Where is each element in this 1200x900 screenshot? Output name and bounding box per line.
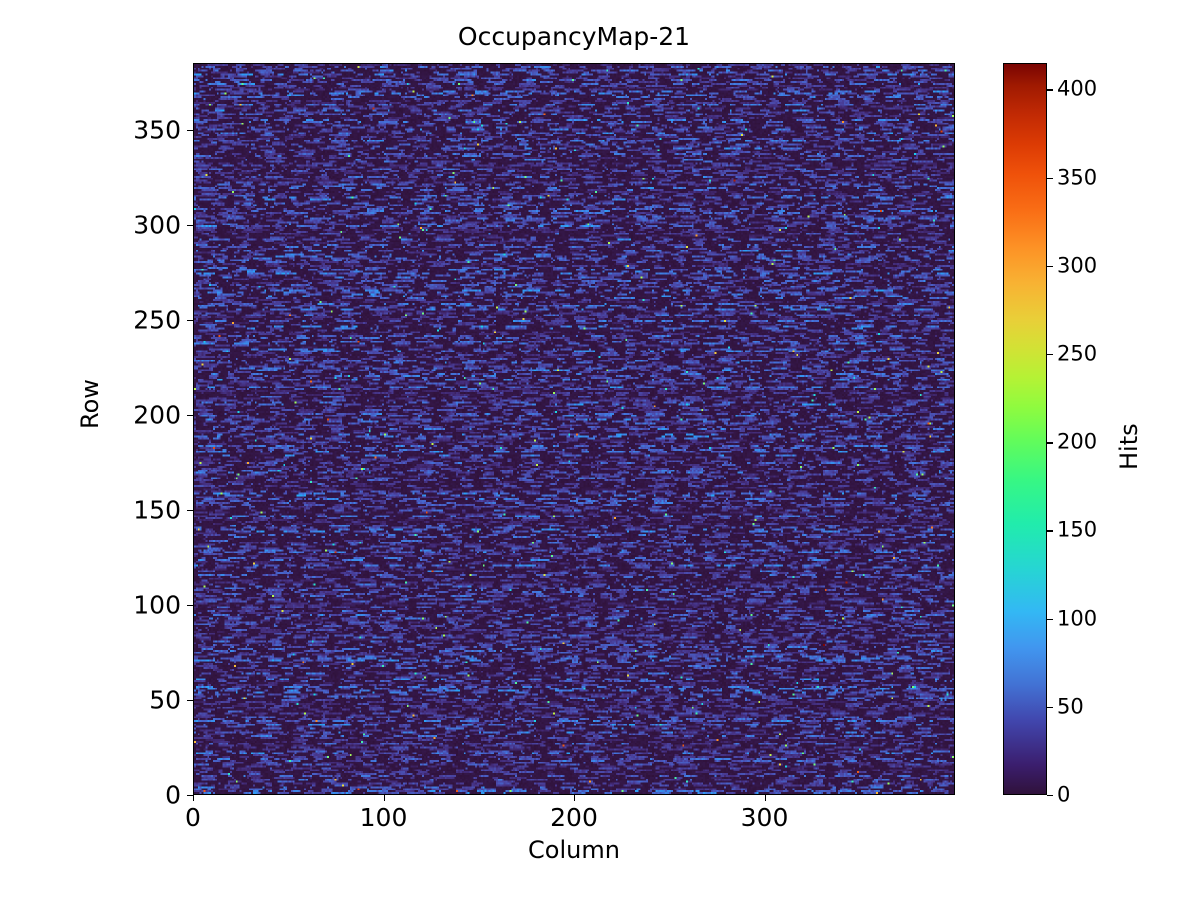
- colorbar-tick-label: 250: [1057, 341, 1098, 366]
- colorbar-tick-mark: [1047, 442, 1053, 444]
- x-tick-mark: [193, 795, 195, 801]
- y-tick-mark: [187, 319, 193, 322]
- heatmap-image: [194, 64, 954, 794]
- y-tick-mark: [187, 224, 193, 226]
- x-tick-mark: [574, 795, 576, 801]
- colorbar-tick-label: 50: [1057, 694, 1084, 719]
- y-tick-mark: [187, 414, 193, 417]
- x-tick-mark: [383, 795, 385, 801]
- colorbar-tick-label: 350: [1057, 165, 1098, 190]
- x-tick-label: 300: [740, 803, 789, 832]
- x-tick-label: 0: [185, 803, 201, 832]
- x-tick-label: 100: [359, 803, 408, 832]
- y-tick-mark: [187, 509, 193, 512]
- y-tick-label: 200: [133, 400, 181, 430]
- y-tick-label: 50: [149, 685, 181, 715]
- colorbar-tick-mark: [1047, 89, 1053, 91]
- colorbar-tick-mark: [1047, 177, 1053, 180]
- y-tick-mark: [187, 699, 193, 702]
- y-tick-label: 150: [133, 495, 181, 525]
- y-tick-mark: [187, 604, 193, 607]
- colorbar-tick-mark: [1047, 265, 1053, 268]
- y-tick-label: 250: [133, 305, 181, 335]
- colorbar-gradient: [1004, 64, 1046, 794]
- x-axis-label: Column: [528, 836, 620, 864]
- y-tick-mark: [187, 129, 193, 131]
- colorbar-tick-mark: [1047, 618, 1053, 620]
- colorbar-tick-label: 150: [1057, 517, 1098, 542]
- colorbar-tick-mark: [1047, 354, 1053, 356]
- y-tick-label: 100: [133, 590, 181, 620]
- x-tick-mark: [764, 795, 766, 801]
- colorbar-tick-label: 100: [1057, 606, 1098, 631]
- chart-title: OccupancyMap-21: [457, 22, 691, 51]
- x-tick-label: 200: [550, 803, 598, 832]
- colorbar-tick-mark: [1047, 795, 1053, 797]
- y-tick-label: 0: [165, 780, 181, 810]
- y-tick-mark: [187, 795, 193, 797]
- colorbar-label: Hits: [1115, 423, 1143, 470]
- colorbar-tick-label: 0: [1057, 782, 1071, 807]
- heatmap-axes: [193, 63, 955, 795]
- colorbar-tick-label: 200: [1057, 429, 1098, 454]
- y-axis-label: Row: [76, 379, 104, 429]
- colorbar-tick-label: 300: [1057, 253, 1098, 278]
- colorbar-tick-label: 400: [1057, 76, 1098, 101]
- colorbar-tick-mark: [1047, 530, 1053, 532]
- y-tick-label: 300: [133, 210, 181, 240]
- y-tick-label: 350: [133, 115, 181, 145]
- colorbar-tick-mark: [1047, 706, 1053, 709]
- colorbar: [1003, 63, 1047, 795]
